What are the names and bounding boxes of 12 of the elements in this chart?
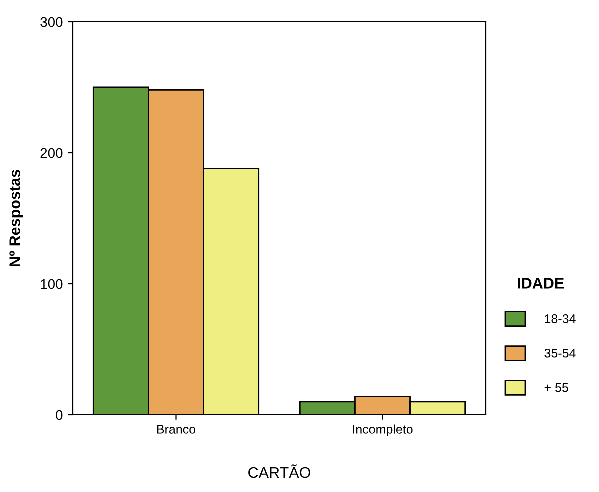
x-axis-title: CARTÃO [248, 464, 310, 478]
legend-label: + 55 [544, 384, 568, 392]
legend-label: 35-54 [544, 348, 576, 358]
x-tick-label: Incompleto [353, 424, 413, 436]
y-tick-label: 0 [56, 410, 63, 420]
legend-title: IDADE [518, 278, 564, 289]
y-axis-title: Nº Respostas [10, 170, 24, 267]
y-tick-label: 300 [40, 17, 63, 28]
y-tick-label: 100 [41, 279, 63, 290]
legend-label: 18-34 [545, 314, 576, 324]
y-tick-label: 200 [40, 148, 63, 158]
x-tick-label: Branco [157, 425, 196, 434]
